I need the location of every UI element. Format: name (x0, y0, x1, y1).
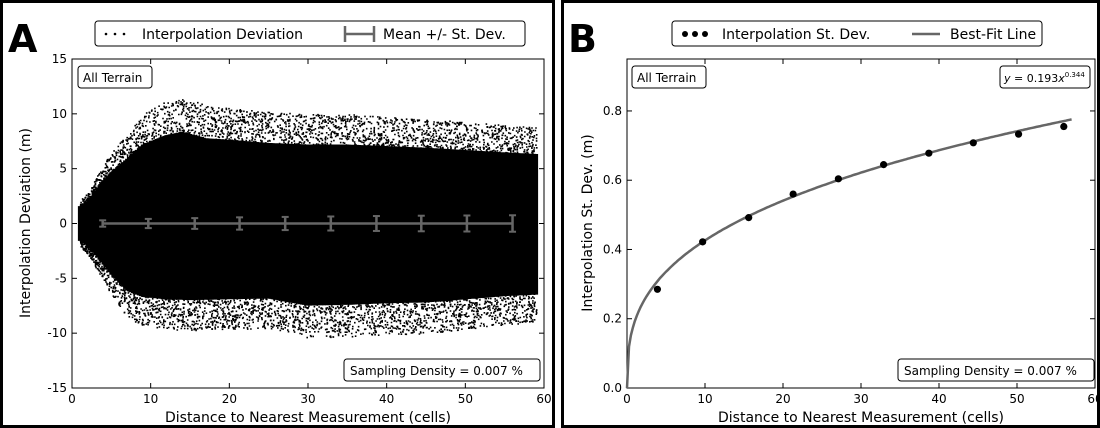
y-tick-label: 0.8 (603, 104, 622, 118)
y-tick-label: 15 (52, 52, 67, 66)
panel-a: A 0 10 20 30 40 50 60 -15 -10 -5 0 5 10 15 Interpolat… (8, 17, 552, 426)
panel-b-legend: Interpolation St. Dev. Best-Fit Line (671, 20, 1043, 47)
x-tick-label: 50 (1009, 392, 1024, 406)
x-tick-label: 20 (222, 392, 237, 406)
x-tick-label: 10 (697, 392, 712, 406)
data-point (925, 149, 933, 157)
data-point (653, 285, 662, 293)
panel-a-errorbars (99, 214, 517, 233)
y-tick-label: 0.2 (603, 312, 622, 326)
x-tick-label: 10 (143, 392, 158, 406)
panel-a-ylabel: Interpolation Deviation (m) (18, 128, 34, 318)
panel-b-density-label: Sampling Density = 0.007 % (897, 358, 1095, 382)
panel-a-legend: Interpolation Deviation Mean +/- St. Dev… (94, 20, 526, 47)
svg-text:All Terrain: All Terrain (637, 71, 696, 85)
x-tick-label: 60 (536, 392, 551, 406)
panel-a-terrain-label: All Terrain (77, 65, 153, 89)
svg-text:Sampling Density = 0.007 %: Sampling Density = 0.007 % (350, 364, 523, 378)
x-tick-label: 40 (379, 392, 394, 406)
data-point (699, 238, 707, 246)
data-point (1014, 130, 1023, 138)
panel-a-density-label: Sampling Density = 0.007 % (343, 358, 541, 382)
x-tick-label: 50 (458, 392, 473, 406)
panel-b-letter: B (568, 17, 597, 61)
y-tick-label: -15 (47, 381, 67, 395)
y-tick-label: 0.6 (603, 173, 622, 187)
panel-b-points (653, 122, 1068, 293)
y-tick-label: -10 (47, 326, 67, 340)
panel-b-axes: 0 10 20 30 40 50 60 0.0 0.2 0.4 0.6 0.8 (603, 59, 1100, 406)
y-tick-label: 0.0 (603, 381, 622, 395)
y-tick-label: 0.4 (603, 242, 622, 256)
legend-dots-marker (104, 32, 126, 36)
x-tick-label: 0 (623, 392, 631, 406)
svg-text:All Terrain: All Terrain (83, 71, 142, 85)
y-tick-label: 5 (59, 162, 67, 176)
panel-b-ylabel: Interpolation St. Dev. (m) (580, 134, 596, 311)
x-tick-label: 40 (931, 392, 946, 406)
panel-a-letter: A (8, 17, 38, 61)
panel-b-xlabel: Distance to Nearest Measurement (cells) (718, 410, 1004, 426)
data-point (745, 214, 753, 222)
x-tick-label: 30 (300, 392, 315, 406)
scatter-speckle (79, 99, 538, 339)
data-point (789, 190, 797, 198)
y-tick-label: 0 (59, 217, 67, 231)
panel-b-equation: y = 0.193x0.344 (999, 65, 1091, 89)
panel-b-plot-area (626, 58, 1096, 389)
panel-a-axes: 0 10 20 30 40 50 60 -15 -10 -5 0 5 10 15 (47, 52, 551, 406)
svg-text:y = 0.193x0.344: y = 0.193x0.344 (1003, 71, 1085, 85)
x-tick-label: 30 (853, 392, 868, 406)
panel-b-frame (561, 0, 1100, 428)
data-point (834, 175, 842, 183)
x-tick-label: 0 (68, 392, 76, 406)
x-tick-label: 20 (775, 392, 790, 406)
data-point (880, 161, 888, 169)
legend-label-mean: Mean +/- St. Dev. (383, 27, 506, 43)
panel-a-frame (0, 0, 555, 428)
y-tick-label: 10 (52, 107, 67, 121)
x-tick-label: 60 (1087, 392, 1100, 406)
y-tick-label: -5 (55, 271, 67, 285)
legend-label-stdev: Interpolation St. Dev. (722, 27, 870, 43)
data-point (969, 139, 977, 147)
panel-b: B 0 10 20 30 40 50 60 0.0 0.2 0.4 0.6 0.8 Interpola… (568, 17, 1100, 426)
legend-label-deviation: Interpolation Deviation (142, 27, 303, 43)
panel-b-fit-line (625, 118, 1072, 389)
panel-a-xlabel: Distance to Nearest Measurement (cells) (165, 410, 451, 426)
data-point (1060, 122, 1068, 131)
panel-b-terrain-label: All Terrain (631, 65, 707, 89)
legend-label-fit: Best-Fit Line (950, 27, 1036, 43)
legend-errorbar-marker (343, 26, 376, 42)
svg-text:Sampling Density = 0.007 %: Sampling Density = 0.007 % (904, 364, 1077, 378)
legend-points-marker (682, 31, 708, 37)
